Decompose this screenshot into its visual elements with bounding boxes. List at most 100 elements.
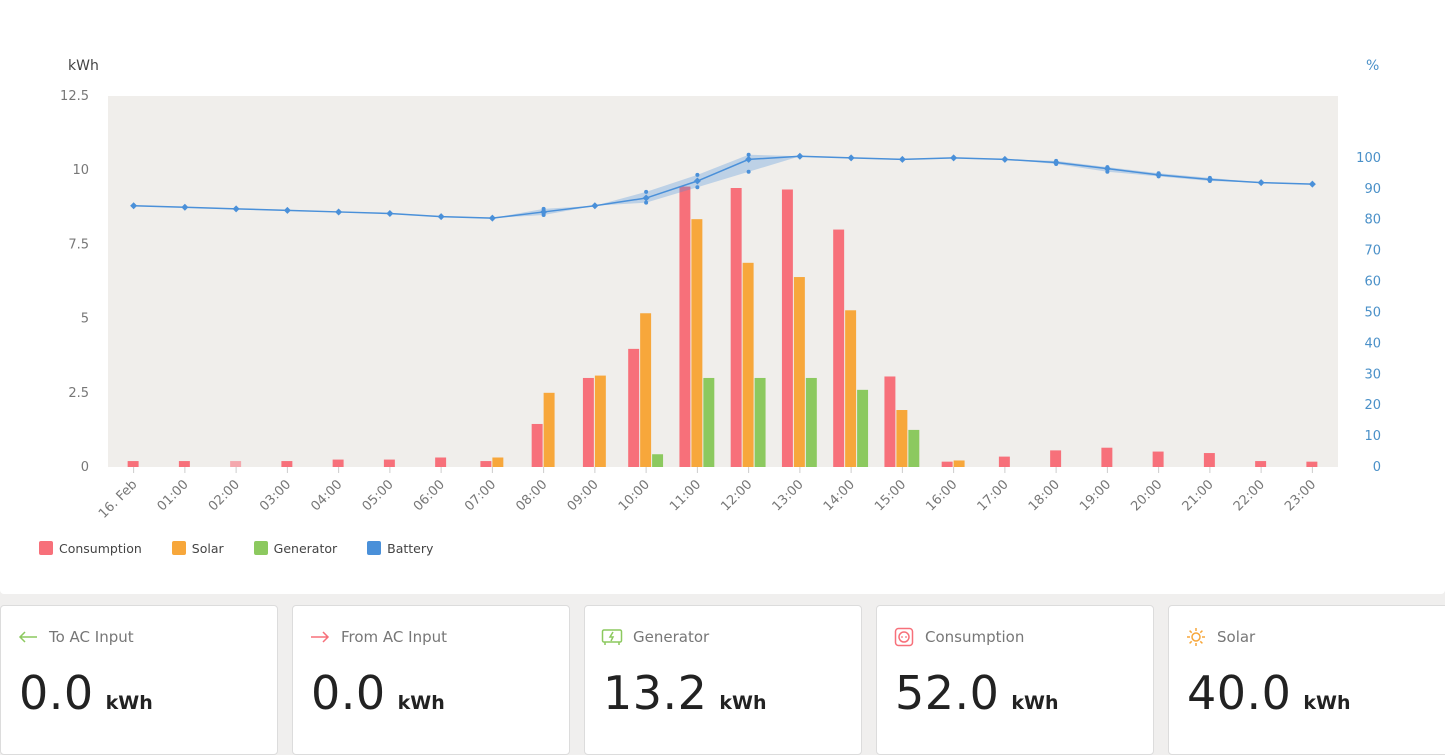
arrow-right-icon: [309, 628, 331, 646]
battery-point: [950, 154, 958, 162]
x-tick-label: 02:00: [206, 477, 243, 514]
y-tick-right-label: 70: [1364, 244, 1381, 259]
stat-unit: kWh: [1011, 692, 1059, 714]
stat-card-solar: Solar 40.0 kWh: [1168, 605, 1445, 755]
battery-point: [488, 214, 496, 222]
bar-generator: [703, 377, 715, 467]
x-tick-label: 01:00: [155, 477, 192, 514]
bar-solar: [543, 392, 555, 467]
plot-area: [108, 96, 1338, 467]
bar-generator: [652, 454, 664, 467]
x-tick-label: 05:00: [360, 477, 397, 514]
legend-label-generator: Generator: [273, 540, 338, 556]
bar-consumption: [679, 186, 691, 468]
y-tick-left-label: 2.5: [68, 386, 89, 401]
bar-solar: [742, 262, 754, 467]
x-tick-label: 17:00: [975, 477, 1012, 514]
stat-card-generator: Generator 13.2 kWh: [584, 605, 862, 755]
x-tick-label: 21:00: [1180, 477, 1217, 514]
y-axis-left-unit: kWh: [68, 58, 99, 74]
legend-label-battery: Battery: [387, 540, 434, 556]
stat-card-from-ac-input: From AC Input 0.0 kWh: [292, 605, 570, 755]
bar-solar: [953, 460, 965, 467]
bar-consumption: [1255, 461, 1267, 467]
outlet-icon: [893, 627, 915, 647]
legend-swatch-solar: [171, 541, 186, 555]
stat-unit: kWh: [1303, 692, 1351, 714]
bar-consumption: [884, 376, 896, 467]
battery-max-point: [1207, 175, 1212, 180]
battery-min-point: [541, 213, 546, 218]
x-tick-label: 15:00: [872, 477, 909, 514]
x-tick-label: 04:00: [308, 477, 345, 514]
battery-max-point: [1105, 165, 1110, 170]
battery-point: [1001, 155, 1009, 163]
battery-point: [1257, 179, 1265, 187]
bar-consumption: [998, 456, 1010, 467]
stat-unit: kWh: [397, 692, 445, 714]
x-tick-label: 19:00: [1077, 477, 1114, 514]
x-tick-label: 13:00: [770, 477, 807, 514]
y-tick-right-label: 80: [1364, 213, 1381, 228]
battery-point: [130, 202, 138, 210]
bar-consumption: [1203, 453, 1215, 467]
battery-min-point: [746, 169, 751, 174]
battery-point: [693, 177, 701, 185]
bar-consumption: [833, 229, 845, 467]
stat-card-to-ac-input: To AC Input 0.0 kWh: [0, 605, 278, 755]
battery-min-point: [1207, 179, 1212, 184]
legend-item-consumption[interactable]: Consumption: [39, 541, 142, 556]
battery-point: [386, 209, 394, 217]
bar-solar: [492, 457, 504, 467]
y-tick-right-label: 60: [1364, 275, 1381, 290]
x-tick-label: 09:00: [565, 477, 602, 514]
battery-point: [745, 155, 753, 163]
sun-icon: [1185, 628, 1207, 646]
bar-consumption: [383, 459, 395, 467]
battery-max-point: [1156, 171, 1161, 176]
x-tick-label: 08:00: [513, 477, 550, 514]
stat-unit: kWh: [105, 692, 153, 714]
battery-min-point: [695, 185, 700, 190]
bar-consumption: [582, 377, 594, 467]
battery-point: [898, 155, 906, 163]
battery-min-point: [1105, 169, 1110, 174]
bar-consumption: [1152, 451, 1164, 467]
y-tick-right-label: 0: [1373, 460, 1381, 475]
legend-item-generator[interactable]: Generator: [253, 540, 338, 556]
bar-generator: [754, 377, 766, 467]
y-tick-right-label: 40: [1364, 336, 1381, 351]
x-tick-label: 11:00: [667, 477, 704, 514]
bar-solar: [896, 410, 908, 467]
x-tick-label: 07:00: [462, 477, 499, 514]
battery-point: [181, 203, 189, 211]
arrow-left-icon: [17, 628, 39, 646]
stat-value: 13.2: [603, 666, 708, 720]
stat-value: 52.0: [895, 666, 1000, 720]
legend-item-battery[interactable]: Battery: [367, 541, 433, 556]
legend-swatch-battery: [367, 541, 382, 555]
y-tick-left-label: 12.5: [60, 89, 89, 104]
legend-item-solar[interactable]: Solar: [171, 540, 224, 556]
battery-max-point: [541, 206, 546, 211]
bar-consumption: [730, 188, 742, 467]
stat-value: 0.0: [311, 666, 386, 720]
energy-chart: kWh 0 2.5 5 7.5 10 12.5% 0 10 20 30 40 50 60 70 80 90 100…: [60, 58, 1381, 522]
stat-title: Solar: [1217, 628, 1256, 646]
battery-point: [1308, 180, 1316, 188]
battery-point: [283, 206, 291, 214]
battery-point: [437, 213, 445, 221]
stat-title: From AC Input: [341, 628, 448, 646]
bar-generator: [805, 377, 817, 467]
bar-consumption: [1050, 450, 1062, 467]
bar-consumption: [531, 423, 543, 467]
bar-consumption: [127, 461, 139, 467]
y-tick-right-label: 90: [1364, 182, 1381, 197]
stat-card-consumption: Consumption 52.0 kWh: [876, 605, 1154, 755]
bar-consumption: [230, 461, 242, 467]
stat-title: Generator: [633, 628, 710, 646]
bar-generator: [857, 389, 869, 467]
legend-label-solar: Solar: [191, 540, 224, 556]
bar-consumption: [781, 189, 793, 467]
x-tick-label: 20:00: [1128, 477, 1165, 514]
